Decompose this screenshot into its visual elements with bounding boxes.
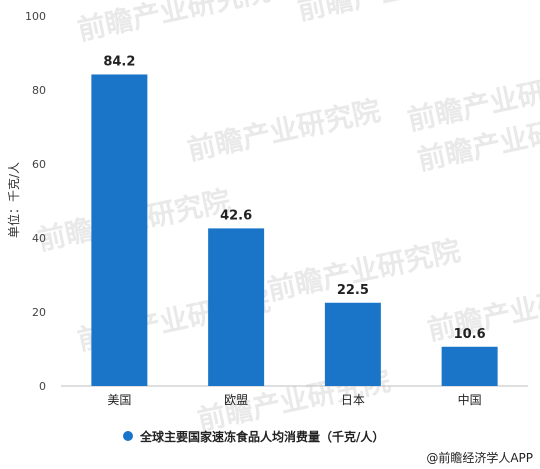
data-labels: 84.2 42.6 22.5 10.6 bbox=[103, 54, 485, 341]
legend-label: 全球主要国家速冻食品人均消费量（千克/人） bbox=[139, 429, 384, 444]
category-label: 欧盟 bbox=[224, 393, 248, 407]
data-label: 10.6 bbox=[454, 327, 486, 342]
category-label: 日本 bbox=[341, 393, 365, 407]
y-tick-label: 20 bbox=[32, 306, 46, 319]
bar-1 bbox=[208, 228, 265, 386]
category-labels: 美国 欧盟 日本 中国 bbox=[107, 392, 481, 407]
bar-0 bbox=[91, 74, 148, 387]
bars-group bbox=[91, 74, 498, 387]
legend: 全球主要国家速冻食品人均消费量（千克/人） bbox=[123, 429, 384, 444]
watermark-text: 前瞻产业研究院 bbox=[295, 0, 494, 27]
y-tick-label: 100 bbox=[25, 10, 46, 23]
watermark-text: 前瞻产业研究院 bbox=[185, 94, 384, 167]
y-tick-label: 60 bbox=[32, 158, 46, 171]
source-credit: @前瞻经济学人APP bbox=[426, 450, 533, 465]
watermark-text: 前瞻产业研究院 bbox=[75, 0, 274, 47]
category-label: 美国 bbox=[107, 393, 131, 407]
y-tick-label: 40 bbox=[32, 232, 46, 245]
bar-3 bbox=[441, 346, 498, 386]
data-label: 42.6 bbox=[220, 208, 252, 223]
legend-marker bbox=[123, 431, 133, 441]
y-axis-ticks: 0 20 40 60 80 100 bbox=[25, 10, 46, 393]
bar-2 bbox=[324, 302, 381, 386]
y-axis-label: 单位：千克/人 bbox=[6, 162, 21, 238]
y-tick-label: 0 bbox=[39, 380, 46, 393]
y-tick-label: 80 bbox=[32, 84, 46, 97]
category-label: 中国 bbox=[458, 392, 482, 407]
data-label: 22.5 bbox=[337, 283, 369, 298]
data-label: 84.2 bbox=[103, 54, 135, 69]
